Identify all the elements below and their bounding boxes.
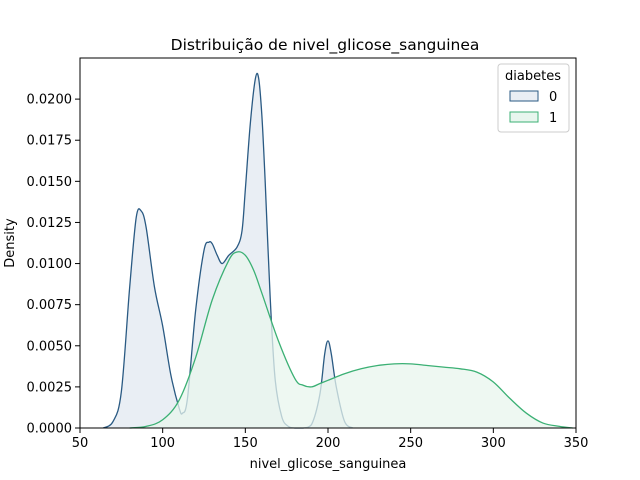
y-tick-label: 0.0075 [27, 298, 73, 313]
y-axis-label: Density [3, 218, 18, 268]
x-tick-label: 300 [481, 436, 506, 451]
chart-title: Distribuição de nivel_glicose_sanguinea [171, 36, 480, 55]
y-axis: 0.0000 0.0025 0.0050 0.0075 0.0100 0.0125 0.01… [27, 93, 80, 437]
legend-title: diabetes [505, 69, 561, 84]
series-layer [102, 72, 573, 429]
y-tick-label: 0.0025 [27, 380, 73, 395]
legend-swatch-0 [509, 90, 539, 102]
series-1-area [129, 251, 573, 428]
legend-label-1: 1 [549, 111, 557, 126]
x-tick-label: 150 [233, 436, 258, 451]
series-1-line [129, 251, 573, 429]
legend-label-0: 0 [549, 90, 557, 105]
y-tick-label: 0.0200 [27, 93, 73, 108]
y-tick-label: 0.0000 [27, 422, 73, 437]
x-axis-label: nivel_glicose_sanguinea [250, 457, 407, 472]
legend[interactable]: diabetes 0 1 [497, 63, 570, 133]
x-axis: 50 100 150 200 250 300 350 [72, 428, 589, 451]
y-tick-label: 0.0125 [27, 216, 73, 231]
y-tick-label: 0.0175 [27, 134, 73, 149]
x-tick-label: 100 [150, 436, 175, 451]
y-tick-label: 0.0050 [27, 339, 73, 354]
x-tick-label: 250 [398, 436, 423, 451]
x-tick-label: 350 [564, 436, 589, 451]
y-tick-label: 0.0100 [27, 257, 73, 272]
x-tick-label: 200 [316, 436, 341, 451]
y-tick-label: 0.0150 [27, 175, 73, 190]
legend-swatch-1 [509, 111, 539, 123]
x-tick-label: 50 [72, 436, 89, 451]
